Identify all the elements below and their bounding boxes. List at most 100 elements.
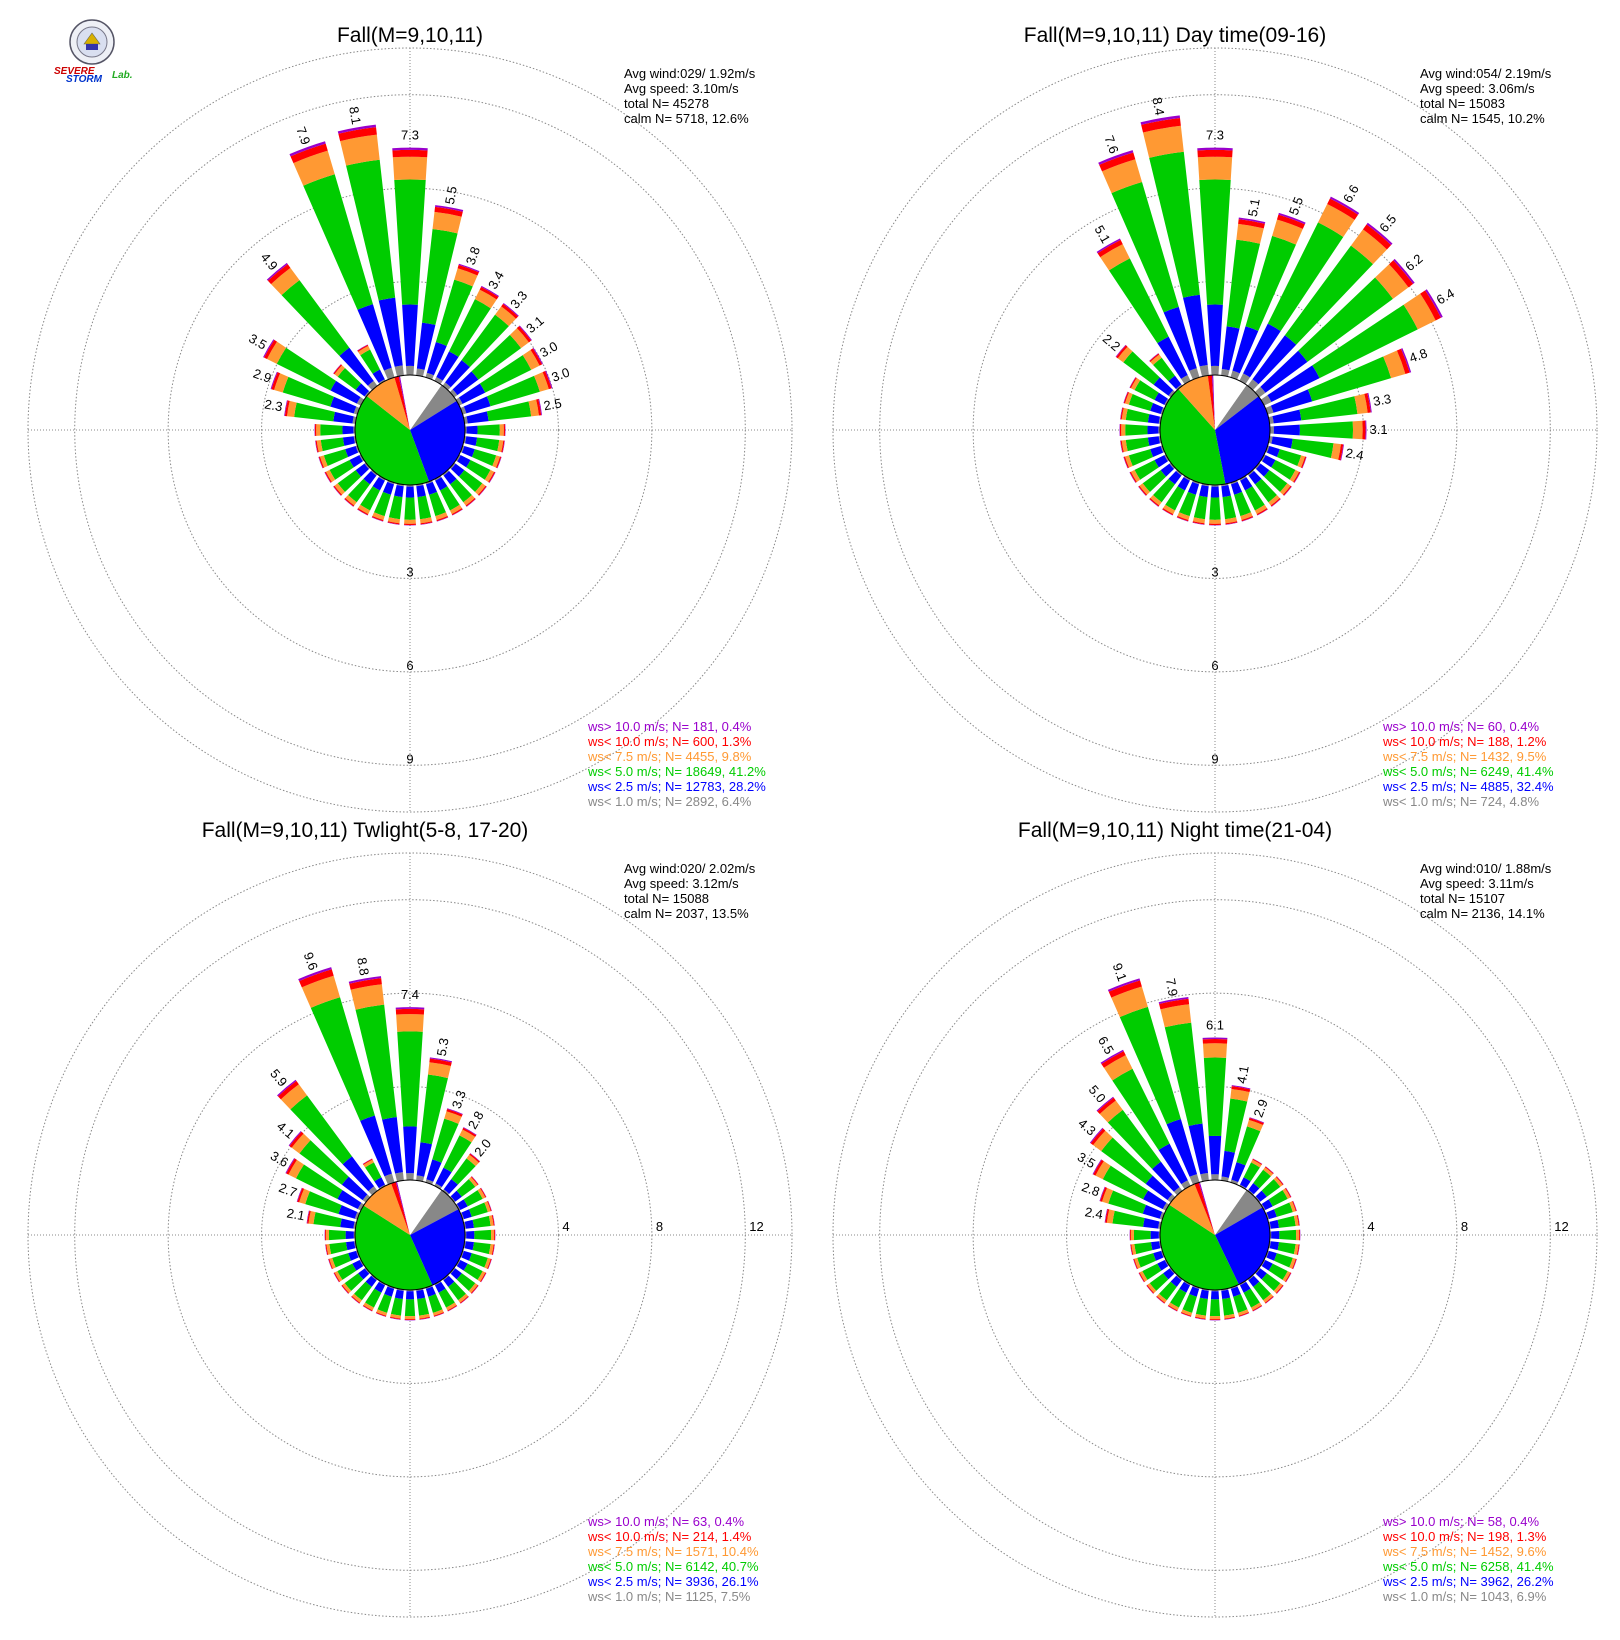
rose-bar-segment — [323, 449, 349, 466]
rose-bar-segment — [1247, 1189, 1254, 1196]
rose-bar-segment — [1181, 1309, 1193, 1316]
rose-bar-segment — [333, 411, 354, 424]
rose-bar-segment — [1138, 1272, 1145, 1283]
rose-bar-segment — [459, 1295, 469, 1304]
rose-bar-segment — [1123, 456, 1128, 469]
rose-bar-segment — [1157, 1259, 1169, 1271]
rose-bar-segment — [349, 455, 363, 468]
logo-word-storm: STORM — [66, 74, 103, 85]
rose-bar-segment — [1240, 477, 1253, 491]
rose-bar-segment — [1209, 1299, 1221, 1317]
rose-bar-segment — [1295, 1229, 1300, 1241]
bar-value-label: 9.6 — [301, 950, 321, 972]
rose-bar-segment — [434, 475, 442, 481]
rose-bar-segment — [307, 1210, 311, 1224]
rose-bar-segment — [477, 1271, 486, 1282]
rose-bar-segment — [1329, 196, 1360, 215]
rose-bar-segment — [1226, 239, 1261, 329]
rose-bar-segment — [1239, 1281, 1251, 1293]
rose-bar-segment — [469, 1153, 480, 1163]
rose-bar-segment — [1293, 471, 1301, 483]
rose-bar-segment — [456, 1179, 476, 1197]
rose-bar-segment — [299, 1140, 349, 1185]
rose-bar-segment — [420, 1074, 448, 1145]
rose-bar-segment — [466, 411, 489, 424]
rose-bar-segment — [448, 1281, 466, 1301]
rose-bar-segment — [349, 978, 382, 990]
rose-bar-segment — [355, 1004, 397, 1120]
rose-bar-segment — [1182, 1294, 1197, 1313]
rose-bar-segment — [288, 1131, 302, 1147]
rose-bar-segment — [1293, 1244, 1299, 1255]
rose-bar-segment — [1162, 509, 1173, 516]
stat-avg-wind: Avg wind:054/ 2.19m/s — [1420, 66, 1552, 81]
rose-bar-segment — [351, 1295, 361, 1304]
rose-bar-segment — [416, 322, 436, 370]
stat-total: total N= 15088 — [624, 891, 709, 906]
rose-bar-segment — [420, 517, 433, 524]
rose-bar-segment — [333, 1272, 340, 1283]
rose-bar-segment — [1210, 1291, 1220, 1300]
rose-bar-segment — [1251, 1159, 1262, 1168]
rose-bar-segment — [488, 471, 496, 483]
rose-bar-segment — [1134, 1242, 1153, 1255]
rose-bar-segment — [461, 445, 475, 458]
legend-entry: ws< 7.5 m/s; N= 1452, 9.6% — [1382, 1544, 1547, 1559]
rose-bar-segment — [1202, 1043, 1228, 1058]
rose-bar-segment — [392, 156, 428, 180]
rose-bar-segment — [1292, 1200, 1297, 1211]
rose-bar-segment — [339, 347, 374, 386]
rose-bar-segment — [357, 1202, 365, 1211]
rose-bar-segment — [470, 1153, 481, 1162]
rose-bar-segment — [1130, 1229, 1135, 1241]
rose-bar-segment — [425, 1286, 436, 1297]
rose-bar-segment — [328, 1259, 333, 1270]
rose-bar-segment — [1156, 1296, 1165, 1304]
rose-bar-segment — [1276, 449, 1302, 466]
rose-bar-segment — [479, 355, 532, 393]
rose-bar-segment — [1246, 1119, 1264, 1132]
rose-bar-segment — [392, 149, 428, 158]
rose-bar-segment — [461, 1209, 472, 1220]
rose-bar-segment — [344, 1273, 364, 1291]
ring-label: 9 — [1211, 751, 1218, 766]
legend-entry: ws> 10.0 m/s; N= 63, 0.4% — [587, 1514, 745, 1529]
rose-bar-segment — [355, 383, 369, 397]
bar-value-label: 8.1 — [346, 105, 364, 125]
calm-pie-slice — [1194, 1182, 1215, 1235]
rose-bar-segment — [314, 424, 316, 436]
rose-bar-segment — [1134, 380, 1159, 400]
rose-bar-segment — [1177, 477, 1190, 491]
rose-bar-segment — [428, 1294, 443, 1313]
rose-bar-segment — [377, 1294, 392, 1313]
rose-bar-segment — [384, 367, 395, 380]
rose-bar-segment — [1261, 1179, 1281, 1197]
rose-bar-segment — [1266, 1250, 1277, 1261]
rose-bar-segment — [1221, 1150, 1235, 1178]
bar-value-label: 2.9 — [1250, 1097, 1270, 1119]
bar-value-label: 5.1 — [1245, 197, 1263, 217]
rose-bar-segment — [1176, 517, 1189, 522]
rose-bar-segment — [1128, 449, 1154, 466]
rose-bar-segment — [1149, 1273, 1169, 1291]
calm-pie-slice — [1215, 384, 1259, 430]
rose-bar-segment — [1285, 1187, 1292, 1198]
rose-bar-segment — [394, 365, 404, 377]
rose-bar-segment — [1267, 222, 1344, 332]
rose-bar-segment — [1192, 517, 1205, 524]
rose-bar-segment — [340, 1218, 355, 1229]
rose-bar-segment — [352, 1259, 364, 1271]
rose-bar-segment — [1166, 1119, 1198, 1177]
rose-bar-segment — [1138, 485, 1148, 496]
rose-bar-segment — [289, 141, 326, 157]
rose-bar-segment — [1163, 306, 1197, 371]
rose-bar-segment — [449, 1196, 456, 1203]
ring-label: 12 — [749, 1219, 763, 1234]
rose-bar-segment — [1117, 346, 1133, 363]
rose-bar-segment — [435, 512, 448, 521]
rose-panel-twilight: Fall(M=9,10,11) Twlight(5-8, 17-20) 7.4 5… — [27, 819, 793, 1618]
rose-bar-segment — [1403, 293, 1436, 330]
rose-bar-segment — [266, 262, 288, 281]
rose-bar-segment — [387, 517, 400, 524]
rose-bar-segment — [1273, 1176, 1283, 1187]
